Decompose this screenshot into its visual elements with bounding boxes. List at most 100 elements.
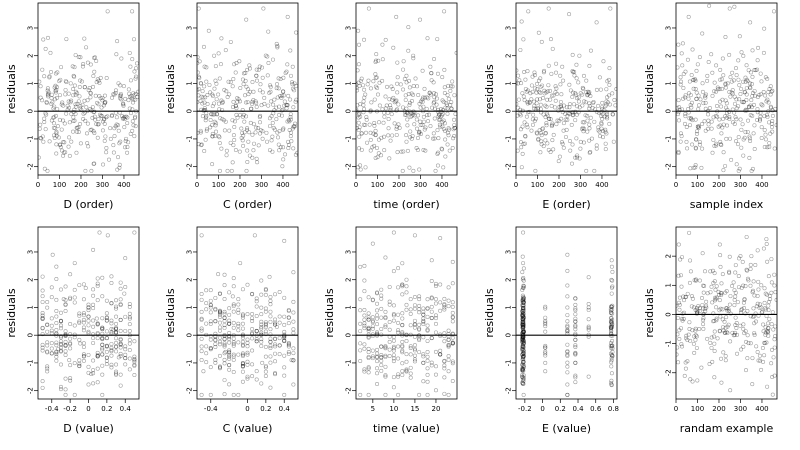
residual-point xyxy=(573,306,578,311)
residual-point xyxy=(371,79,376,84)
residual-point xyxy=(687,320,692,325)
residual-point xyxy=(745,333,750,338)
residual-point xyxy=(690,328,695,333)
residual-point xyxy=(122,291,127,296)
residual-point xyxy=(712,80,717,85)
residual-point xyxy=(217,364,222,369)
residual-point xyxy=(219,98,224,103)
residual-point xyxy=(86,370,91,375)
residual-point xyxy=(543,351,548,356)
residual-point xyxy=(387,339,392,344)
residual-point xyxy=(610,303,615,308)
residual-point xyxy=(609,371,614,376)
residual-point xyxy=(72,300,77,305)
residual-point xyxy=(199,292,204,297)
residual-point xyxy=(39,136,44,141)
residual-point xyxy=(118,91,123,96)
residual-point xyxy=(438,282,443,287)
residual-point xyxy=(724,306,729,311)
residual-point xyxy=(77,361,82,366)
residual-point xyxy=(203,95,208,100)
residual-point xyxy=(240,361,245,366)
residual-point xyxy=(700,81,705,86)
residual-point xyxy=(114,330,119,335)
residual-point xyxy=(82,85,87,90)
residual-point xyxy=(565,313,570,318)
residual-point xyxy=(688,166,693,171)
residual-point xyxy=(263,332,268,337)
residual-point xyxy=(282,335,287,340)
y-tick-label: -1 xyxy=(664,135,672,142)
residual-point xyxy=(605,100,610,105)
residual-point xyxy=(563,134,568,139)
residual-point xyxy=(684,139,689,144)
residual-point xyxy=(429,304,434,309)
residual-point xyxy=(366,370,371,375)
residual-point xyxy=(38,135,43,140)
residual-point xyxy=(554,70,559,75)
residual-point xyxy=(521,296,526,301)
residual-point xyxy=(213,344,218,349)
x-tick-label: 0 xyxy=(674,181,678,189)
residual-point xyxy=(769,290,774,295)
x-tick-label: 300 xyxy=(734,405,747,413)
residual-point xyxy=(520,317,525,322)
y-tick-label: 0 xyxy=(344,109,352,113)
residual-point xyxy=(556,159,561,164)
residual-point xyxy=(749,168,754,173)
residual-point xyxy=(521,329,526,334)
residual-point xyxy=(387,299,392,304)
residual-point xyxy=(435,163,440,168)
residual-point xyxy=(609,328,614,333)
residual-point xyxy=(272,108,277,113)
residual-point xyxy=(250,327,255,332)
residual-point xyxy=(74,150,79,155)
residual-point xyxy=(521,306,526,311)
residual-point xyxy=(450,341,455,346)
residual-point xyxy=(86,364,91,369)
residual-point xyxy=(277,352,282,357)
x-tick-label: 200 xyxy=(552,181,565,189)
residual-point xyxy=(394,14,399,19)
residual-point xyxy=(450,304,455,309)
residual-point xyxy=(373,155,378,160)
residual-point xyxy=(82,36,87,41)
residual-point xyxy=(565,319,570,324)
residual-point xyxy=(71,129,76,134)
residual-point xyxy=(570,69,575,74)
residual-point xyxy=(253,130,258,135)
residual-point xyxy=(678,82,683,87)
residual-point xyxy=(49,92,54,97)
residual-point xyxy=(263,325,268,330)
residual-point xyxy=(578,91,583,96)
residual-point xyxy=(237,149,242,154)
residual-point xyxy=(54,133,59,138)
residual-point xyxy=(357,83,362,88)
residual-point xyxy=(608,325,613,330)
residual-point xyxy=(91,381,96,386)
residual-point xyxy=(278,76,283,81)
residual-point xyxy=(230,160,235,165)
residual-point xyxy=(443,154,448,159)
residual-point xyxy=(99,113,104,118)
residual-point xyxy=(77,337,82,342)
residual-point xyxy=(446,357,451,362)
residual-point xyxy=(432,95,437,100)
residual-point xyxy=(573,316,578,321)
residual-point xyxy=(372,97,377,102)
residual-point xyxy=(104,315,109,320)
residual-point xyxy=(363,130,368,135)
residual-point xyxy=(565,382,570,387)
residual-point xyxy=(421,360,426,365)
x-tick-label: 0 xyxy=(195,181,199,189)
x-tick-label: -0.4 xyxy=(45,405,59,413)
residual-point xyxy=(676,332,680,337)
residual-point xyxy=(442,307,447,312)
residual-point xyxy=(118,317,123,322)
residual-point xyxy=(254,101,259,106)
residual-point xyxy=(614,87,617,91)
residual-point xyxy=(267,116,272,121)
residual-point xyxy=(425,306,430,311)
y-tick-label: 2 xyxy=(504,53,512,57)
